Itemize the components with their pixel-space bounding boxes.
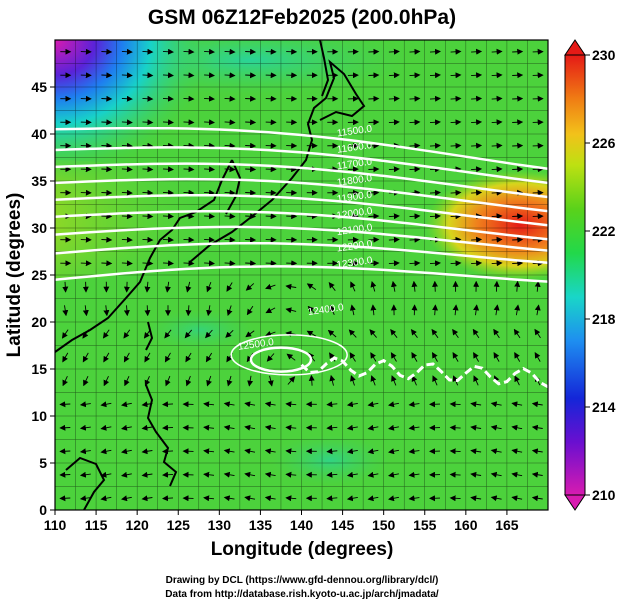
grid [55,40,548,510]
y-tick-label: 45 [31,79,47,95]
x-tick-label: 155 [413,517,437,533]
wind-vector [245,75,255,76]
colorbar-tick-label: 222 [592,223,616,239]
y-tick-label: 30 [31,220,47,236]
wind-vector [512,240,522,241]
wind-vector [101,216,111,217]
credit-line-2: Data from http://database.rish.kyoto-u.a… [165,589,439,600]
wind-vector [512,99,522,100]
y-tick-label: 40 [31,126,47,142]
x-tick-label: 150 [372,517,396,533]
wind-vector [368,75,378,76]
y-axis-ticks: 0 5 10 15 20 25 30 35 40 45 [31,79,55,518]
wind-vector [147,305,148,315]
wind-vector [65,282,66,292]
y-axis-label: Latitude (degrees) [4,193,25,358]
colorbar-tick-label: 214 [592,399,616,415]
plot-area: 11500.011600.011700.011800.011900.012000… [0,25,615,510]
wind-vector [512,169,522,170]
wind-vector [245,52,255,53]
wind-vector [512,216,522,217]
wind-vector [60,451,70,452]
wind-vector [435,282,436,292]
wind-vector [245,193,255,194]
wind-vector [101,122,111,123]
colorbar-top-arrow [565,40,585,55]
wind-vector [101,52,111,53]
wind-vector [512,75,522,76]
x-tick-label: 125 [167,517,191,533]
wind-vector [512,122,522,123]
y-tick-label: 15 [31,361,47,377]
credit-line-1: Drawing by DCL (https://www.gfd-dennou.o… [166,575,439,586]
colorbar-tick-label: 218 [592,311,616,327]
wind-vector [245,122,255,123]
y-tick-label: 0 [39,502,47,518]
colorbar-tick-label: 210 [592,487,616,503]
wind-vector [368,52,378,53]
wind-vector [101,169,111,170]
wind-vector [60,498,70,499]
wind-vector [101,75,111,76]
y-tick-label: 25 [31,267,47,283]
x-tick-label: 135 [249,517,273,533]
wind-vector [512,263,522,264]
y-tick-label: 35 [31,173,47,189]
wind-vector [60,428,70,429]
colorbar-tick-label: 230 [592,47,616,63]
wind-vector [368,169,378,170]
x-tick-label: 145 [331,517,355,533]
x-axis-ticks: 110 115 120 125 130 135 140 145 150 155 160 165 [44,510,519,533]
wind-vector [101,146,111,147]
wind-vector [101,263,111,264]
wind-vector [368,122,378,123]
wind-vector [60,404,70,405]
wind-vector [496,282,497,292]
colorbar-bottom-arrow [565,495,585,510]
colorbar: 210 214 218 222 226 230 [565,40,616,510]
cold-core-nw [55,40,215,180]
wind-vector [368,99,378,100]
x-tick-label: 115 [85,517,108,533]
x-tick-label: 160 [454,517,478,533]
colorbar-scale [565,55,585,495]
wind-vector [101,99,111,100]
wind-vector [60,475,70,476]
colorbar-ticks: 210 214 218 222 226 230 [585,47,616,503]
wind-vector [101,193,111,194]
colorbar-tick-label: 226 [592,135,616,151]
x-tick-label: 140 [290,517,314,533]
wind-vector [245,99,255,100]
wind-vector [512,52,522,53]
x-axis-label: Longitude (degrees) [211,539,394,560]
y-tick-label: 10 [31,408,47,424]
wind-vector [245,146,255,147]
x-tick-label: 165 [495,517,519,533]
x-tick-label: 110 [44,517,67,533]
teal-patch-south [270,435,390,485]
y-tick-label: 20 [31,314,47,330]
chart-title: GSM 06Z12Feb2025 (200.0hPa) [148,6,456,29]
wind-vector [512,146,522,147]
wind-vector [245,240,255,241]
wind-vector [245,169,255,170]
wind-vector [101,240,111,241]
x-tick-label: 120 [125,517,149,533]
wind-vector [245,263,255,264]
x-tick-label: 130 [208,517,232,533]
y-tick-label: 5 [39,455,47,471]
